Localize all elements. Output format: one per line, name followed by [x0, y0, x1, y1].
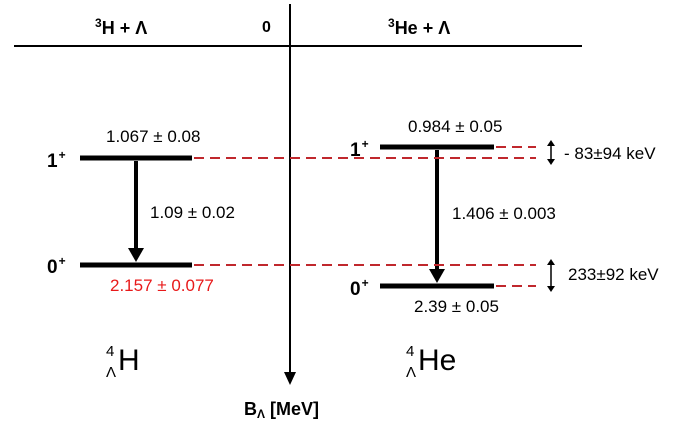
splitting-upper-arrow-top: [547, 140, 555, 146]
splitting-lower-value: 233±92 keV: [568, 265, 659, 284]
header-left-text: H + Λ: [101, 18, 148, 38]
h-level-0-value: 2.157 ± 0.077: [110, 276, 214, 295]
he-transition-value: 1.406 ± 0.003: [452, 204, 556, 223]
header-center-zero: 0: [262, 19, 271, 36]
h-level-0-spin: 0: [47, 257, 58, 278]
splitting-upper-value: - 83±94 keV: [564, 144, 656, 163]
header-left-mass: 3: [95, 16, 102, 30]
h-level-0-label: 0+: [47, 255, 66, 277]
he-level-1-value: 0.984 ± 0.05: [408, 117, 503, 136]
splitting-upper-arrow-bottom: [547, 159, 555, 165]
header-right-mass: 3: [388, 16, 395, 30]
he-level-0-parity: +: [361, 276, 369, 290]
h-level-1-value: 1.067 ± 0.08: [106, 127, 201, 146]
hypertriton-lambda: Λ: [106, 364, 117, 381]
splitting-lower-arrow-bottom: [547, 286, 555, 292]
splitting-lower-arrow-top: [547, 259, 555, 265]
axis-label: BΛ [MeV]: [244, 400, 319, 420]
h-level-1-spin: 1: [47, 151, 58, 172]
h-level-1-parity: +: [58, 148, 66, 162]
helium-nucleus-label: 4 Λ He: [406, 343, 457, 380]
he-transition-arrowhead: [429, 269, 445, 283]
axis-label-subscript: Λ: [257, 407, 266, 421]
he-level-0-value: 2.39 ± 0.05: [414, 297, 499, 316]
he-level-1-label: 1+: [350, 138, 369, 160]
he-level-1-spin: 1: [350, 140, 361, 161]
he-level-1-parity: +: [361, 137, 369, 151]
he-level-0-spin: 0: [350, 279, 361, 300]
h-level-1-label: 1+: [47, 149, 66, 171]
hypertriton-mass-number: 4: [106, 343, 115, 360]
header-right-text: He + Λ: [394, 18, 451, 38]
hypertriton-symbol: H: [118, 344, 140, 377]
h-level-0-parity: +: [58, 254, 66, 268]
header-right: 3He + Λ: [388, 17, 450, 37]
helium-mass-number: 4: [406, 343, 415, 360]
he-level-0-label: 0+: [350, 277, 369, 299]
header-left: 3H + Λ: [95, 17, 147, 37]
axis-label-symbol: B: [244, 399, 257, 419]
axis-label-unit: [MeV]: [265, 399, 320, 419]
h-transition-value: 1.09 ± 0.02: [150, 203, 235, 222]
h-transition-arrowhead: [128, 248, 144, 262]
helium-lambda: Λ: [406, 364, 417, 381]
helium-symbol: He: [418, 344, 457, 377]
axis-arrowhead: [284, 372, 296, 385]
